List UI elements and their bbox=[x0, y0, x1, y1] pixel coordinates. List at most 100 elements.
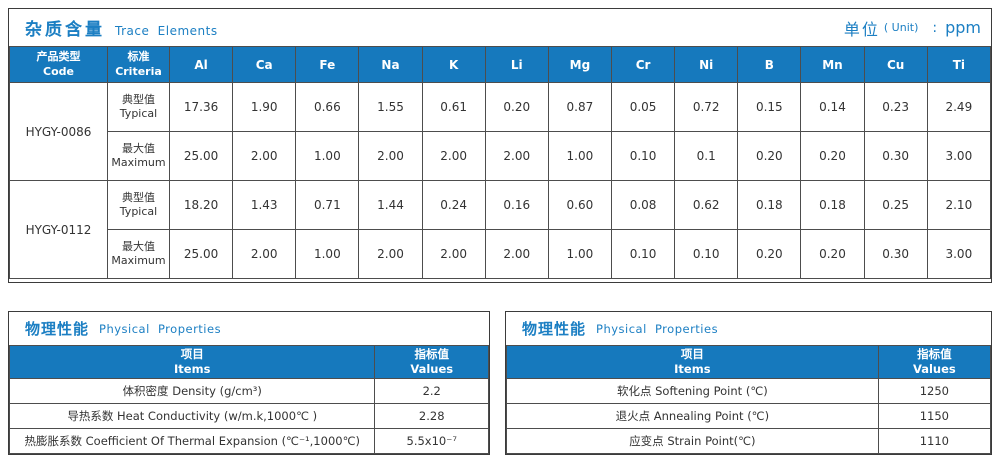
value-cell: 18.20 bbox=[168, 180, 234, 230]
col-items-zh: 项目 bbox=[680, 347, 704, 362]
value-cell: 0.87 bbox=[547, 82, 612, 132]
value-cell: 0.66 bbox=[295, 82, 360, 132]
property-item: 热膨胀系数 Coefficient Of Thermal Expansion (… bbox=[8, 428, 376, 454]
criteria-zh: 最大值 bbox=[122, 141, 155, 155]
col-header-fe: Fe bbox=[295, 46, 360, 83]
col-items-en: Items bbox=[674, 362, 711, 376]
unit-label: 单位 ( Unit) : ppm bbox=[844, 16, 981, 40]
col-header-li: Li bbox=[484, 46, 549, 83]
value-cell: 25.00 bbox=[168, 131, 234, 181]
property-item: 软化点 Softening Point (℃) bbox=[506, 378, 879, 404]
physical-title-row: 物理性能 Physical Properties bbox=[506, 312, 991, 345]
property-row-strain-point: 应变点 Strain Point(℃) 1110 bbox=[506, 428, 992, 454]
property-row-heat-conductivity: 导热系数 Heat Conductivity (w/m.k,1000℃ ) 2.… bbox=[8, 403, 489, 429]
col-header-criteria: 标准 Criteria bbox=[107, 46, 170, 83]
value-cell: 2.00 bbox=[232, 131, 297, 181]
value-cell: 0.1 bbox=[674, 131, 739, 181]
physical-header-row: 项目 Items 指标值 Values bbox=[506, 345, 992, 379]
table-row-0086-typical: HYGY-0086 典型值 Typical 17.36 1.90 0.66 1.… bbox=[9, 82, 992, 181]
col-header-b: B bbox=[737, 46, 802, 83]
col-items-en: Items bbox=[174, 362, 211, 376]
value-cell: 2.00 bbox=[484, 131, 549, 181]
physical-properties-table-right: 项目 Items 指标值 Values 软化点 Softening Point … bbox=[506, 345, 992, 454]
criteria-en: Typical bbox=[119, 205, 158, 218]
criteria-zh: 典型值 bbox=[122, 190, 155, 204]
value-cell: 25.00 bbox=[168, 229, 234, 279]
value-cell: 17.36 bbox=[168, 82, 234, 132]
value-cell: 0.61 bbox=[421, 82, 486, 132]
value-cell: 0.20 bbox=[484, 82, 549, 132]
property-row-density: 体积密度 Density (g/cm³) 2.2 bbox=[8, 378, 489, 404]
value-cell: 1.44 bbox=[358, 180, 423, 230]
value-cell: 2.10 bbox=[926, 180, 992, 230]
value-cell: 0.18 bbox=[800, 180, 865, 230]
section-title-zh: 物理性能 bbox=[25, 320, 90, 338]
unit-value: ppm bbox=[945, 18, 981, 37]
value-cell: 0.72 bbox=[674, 82, 739, 132]
trace-header-row: 产品类型 Code 标准 Criteria Al Ca Fe Na K Li M… bbox=[9, 46, 992, 83]
property-row-thermal-expansion: 热膨胀系数 Coefficient Of Thermal Expansion (… bbox=[8, 428, 489, 454]
value-cell: 0.30 bbox=[863, 131, 928, 181]
table-row-0112-maximum: 最大值 Maximum 25.00 2.00 1.00 2.00 2.00 2.… bbox=[10, 229, 992, 279]
col-criteria-zh: 标准 bbox=[127, 50, 150, 64]
col-header-mg: Mg bbox=[547, 46, 612, 83]
property-row-softening-point: 软化点 Softening Point (℃) 1250 bbox=[506, 378, 992, 404]
section-title-zh: 杂质含量 bbox=[25, 20, 105, 40]
col-header-ni: Ni bbox=[674, 46, 739, 83]
col-code-zh: 产品类型 bbox=[36, 50, 81, 64]
trace-elements-table: 产品类型 Code 标准 Criteria Al Ca Fe Na K Li M… bbox=[9, 46, 992, 279]
col-header-items: 项目 Items bbox=[8, 345, 376, 379]
value-cell: 0.30 bbox=[863, 229, 928, 279]
physical-properties-table-left: 项目 Items 指标值 Values 体积密度 Density (g/cm³)… bbox=[8, 345, 489, 454]
value-cell: 0.20 bbox=[737, 229, 802, 279]
value-cell: 1.00 bbox=[547, 131, 612, 181]
value-cell: 0.25 bbox=[863, 180, 928, 230]
col-values-en: Values bbox=[410, 362, 454, 376]
col-values-zh: 指标值 bbox=[414, 347, 449, 362]
product-code-cell: HYGY-0112 bbox=[9, 180, 108, 279]
criteria-en: Maximum bbox=[111, 156, 166, 169]
property-row-annealing-point: 退火点 Annealing Point (℃) 1150 bbox=[506, 403, 992, 429]
section-title-en: Trace Elements bbox=[115, 24, 218, 38]
criteria-en: Typical bbox=[119, 107, 158, 120]
col-header-cu: Cu bbox=[863, 46, 928, 83]
col-header-na: Na bbox=[358, 46, 423, 83]
col-header-mn: Mn bbox=[800, 46, 865, 83]
product-code-cell: HYGY-0086 bbox=[9, 82, 108, 181]
table-row-0086-maximum: 最大值 Maximum 25.00 2.00 1.00 2.00 2.00 2.… bbox=[10, 131, 992, 181]
value-cell: 2.49 bbox=[926, 82, 992, 132]
section-title-en: Physical Properties bbox=[596, 321, 719, 336]
value-cell: 0.71 bbox=[295, 180, 360, 230]
value-cell: 0.10 bbox=[674, 229, 739, 279]
unit-zh: 单位 bbox=[843, 19, 880, 39]
physical-title-row: 物理性能 Physical Properties bbox=[9, 312, 489, 345]
value-cell: 0.60 bbox=[547, 180, 612, 230]
value-cell: 0.08 bbox=[610, 180, 676, 230]
value-cell: 2.00 bbox=[232, 229, 297, 279]
section-title-en: Physical Properties bbox=[99, 321, 222, 336]
value-cell: 0.15 bbox=[737, 82, 802, 132]
value-cell: 0.62 bbox=[674, 180, 739, 230]
value-cell: 3.00 bbox=[926, 229, 992, 279]
col-header-ti: Ti bbox=[926, 46, 992, 83]
value-cell: 0.20 bbox=[800, 131, 865, 181]
property-value: 2.2 bbox=[374, 378, 489, 404]
value-cell: 2.00 bbox=[358, 131, 423, 181]
criteria-zh: 最大值 bbox=[122, 239, 155, 253]
table-row-0112-typical: HYGY-0112 典型值 Typical 18.20 1.43 0.71 1.… bbox=[9, 180, 992, 279]
property-value: 5.5x10⁻⁷ bbox=[374, 428, 489, 454]
property-value: 1150 bbox=[877, 403, 992, 429]
col-header-items: 项目 Items bbox=[506, 345, 879, 379]
col-header-values: 指标值 Values bbox=[877, 345, 992, 379]
value-cell: 0.10 bbox=[610, 131, 676, 181]
criteria-cell: 最大值 Maximum bbox=[107, 229, 170, 279]
criteria-cell: 最大值 Maximum bbox=[107, 131, 170, 181]
value-cell: 2.00 bbox=[421, 131, 486, 181]
col-items-zh: 项目 bbox=[180, 347, 204, 362]
col-values-zh: 指标值 bbox=[917, 347, 952, 362]
value-cell: 0.20 bbox=[737, 131, 802, 181]
physical-header-row: 项目 Items 指标值 Values bbox=[8, 345, 489, 379]
col-criteria-en: Criteria bbox=[115, 64, 162, 78]
value-cell: 1.43 bbox=[232, 180, 297, 230]
value-cell: 1.00 bbox=[295, 229, 360, 279]
